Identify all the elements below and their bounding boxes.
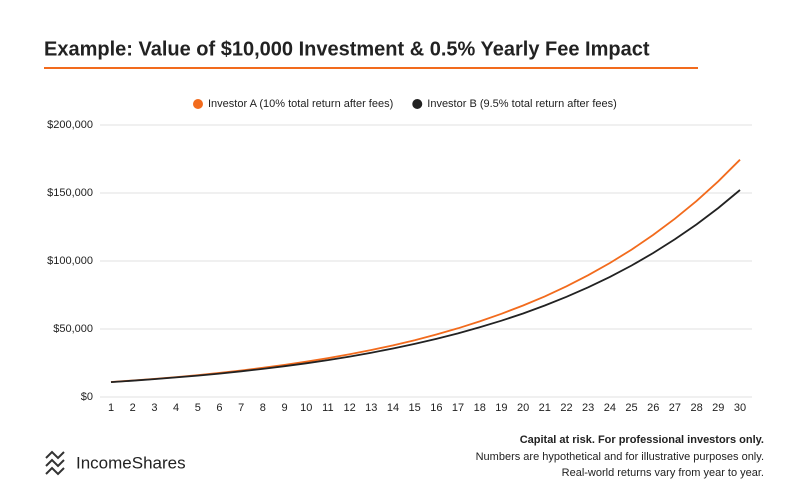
x-tick-label: 18 xyxy=(474,402,486,414)
x-tick-label: 25 xyxy=(625,402,637,414)
y-tick-label: $100,000 xyxy=(47,255,93,267)
brand-name: IncomeShares xyxy=(76,453,186,472)
x-tick-label: 21 xyxy=(539,402,551,414)
x-tick-label: 22 xyxy=(560,402,572,414)
x-tick-label: 4 xyxy=(173,402,179,414)
legend-label: Investor A (10% total return after fees) xyxy=(208,98,393,110)
y-tick-label: $50,000 xyxy=(53,323,93,335)
x-tick-label: 2 xyxy=(130,402,136,414)
x-tick-label: 13 xyxy=(365,402,377,414)
x-tick-label: 9 xyxy=(281,402,287,414)
x-tick-label: 20 xyxy=(517,402,529,414)
brand-logo xyxy=(45,450,65,476)
x-tick-label: 17 xyxy=(452,402,464,414)
x-tick-label: 7 xyxy=(238,402,244,414)
x-tick-label: 16 xyxy=(430,402,442,414)
data-line xyxy=(110,189,741,383)
y-tick-label: $150,000 xyxy=(47,187,93,199)
footer-note: Numbers are hypothetical and for illustr… xyxy=(476,451,764,463)
x-tick-label: 5 xyxy=(195,402,201,414)
x-tick-label: 12 xyxy=(343,402,355,414)
x-tick-label: 1 xyxy=(108,402,114,414)
x-tick-label: 15 xyxy=(409,402,421,414)
x-tick-label: 28 xyxy=(690,402,702,414)
x-tick-label: 6 xyxy=(216,402,222,414)
x-tick-label: 19 xyxy=(495,402,507,414)
footer-note: Real-world returns vary from year to yea… xyxy=(562,467,764,479)
x-tick-label: 14 xyxy=(387,402,399,414)
legend-marker xyxy=(193,99,203,109)
footer-note: Capital at risk. For professional invest… xyxy=(520,434,764,446)
x-tick-label: 24 xyxy=(604,402,616,414)
chart-title: Example: Value of $10,000 Investment & 0… xyxy=(44,38,650,60)
x-tick-label: 11 xyxy=(322,402,333,414)
x-tick-label: 8 xyxy=(260,402,266,414)
y-tick-label: $0 xyxy=(81,391,93,403)
y-tick-label: $200,000 xyxy=(47,119,93,131)
x-tick-label: 3 xyxy=(151,402,157,414)
x-tick-label: 30 xyxy=(734,402,746,414)
x-tick-label: 26 xyxy=(647,402,659,414)
legend-label: Investor B (9.5% total return after fees… xyxy=(427,98,617,110)
x-tick-label: 10 xyxy=(300,402,312,414)
legend-marker xyxy=(412,99,423,109)
x-tick-label: 27 xyxy=(669,402,681,414)
x-tick-label: 29 xyxy=(712,402,724,414)
x-tick-label: 23 xyxy=(582,402,594,414)
